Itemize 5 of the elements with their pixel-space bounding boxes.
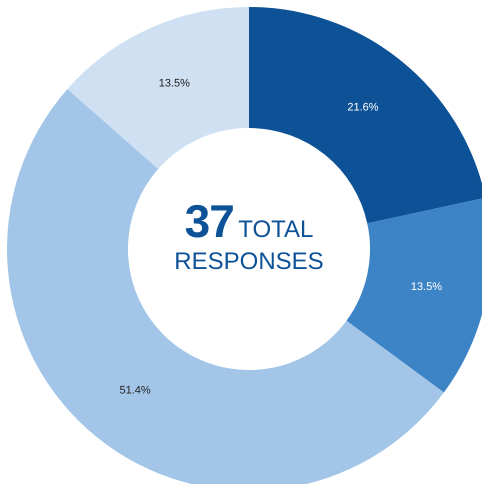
data-label: 21.6% xyxy=(347,102,379,114)
data-label: 13.5% xyxy=(410,280,442,293)
data-label: 13.5% xyxy=(158,78,190,90)
data-label: 51.4% xyxy=(119,384,151,396)
text: 37 xyxy=(184,195,234,247)
